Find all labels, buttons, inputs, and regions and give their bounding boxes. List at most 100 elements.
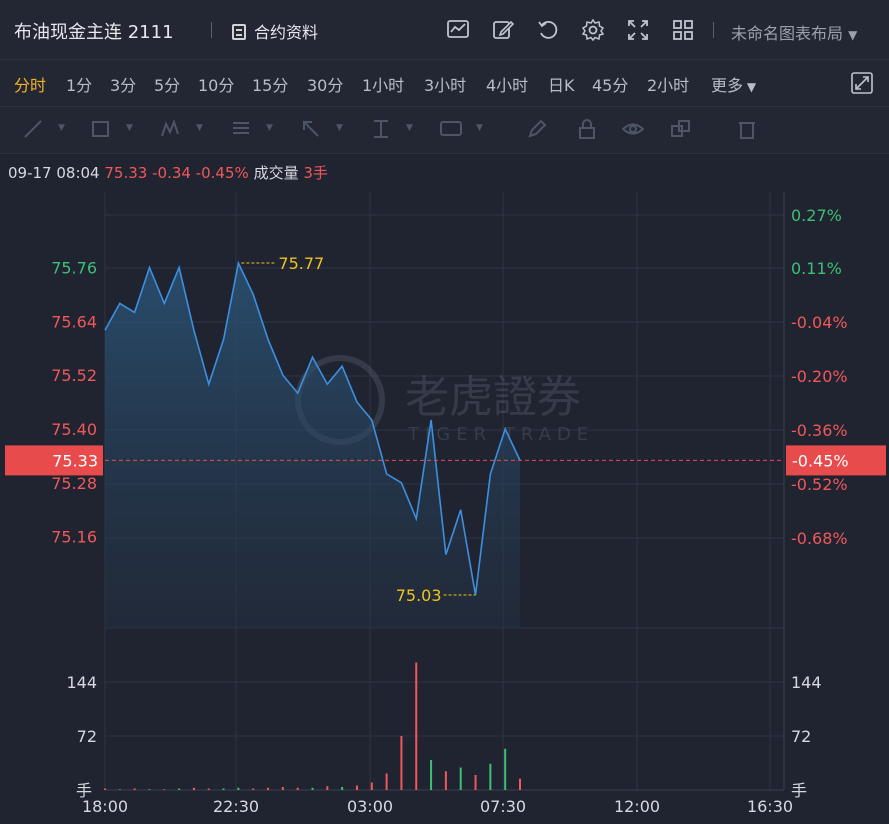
volume-bar (178, 788, 181, 790)
caret-down-icon[interactable]: ▼ (196, 123, 203, 133)
volume-value: 3手 (303, 164, 328, 182)
x-tick: 12:00 (614, 797, 660, 816)
volume-bar (267, 787, 270, 790)
period-tab[interactable]: 2小时 (647, 76, 690, 95)
volume-bar (370, 782, 373, 790)
period-tab[interactable]: 15分 (252, 76, 289, 95)
period-tab[interactable]: 3分 (110, 76, 137, 95)
period-tab[interactable]: 30分 (307, 76, 344, 95)
caret-down-icon[interactable]: ▼ (336, 123, 343, 133)
volume-bar (385, 773, 388, 790)
period-tab[interactable]: 更多 ▼ (711, 76, 757, 95)
watermark-en: TIGER TRADE (407, 424, 594, 445)
pencil-icon[interactable] (526, 118, 548, 140)
volume-bar (104, 788, 106, 790)
text-label-icon[interactable] (440, 118, 462, 140)
x-tick: 07:30 (480, 797, 526, 816)
volume-bar (311, 787, 314, 790)
caret-down-icon[interactable]: ▼ (406, 123, 413, 133)
y-tick-right: 0.27% (791, 206, 842, 225)
y-tick-right: -0.68% (791, 529, 848, 548)
expand-icon[interactable] (851, 72, 873, 94)
period-tab[interactable]: 日K (548, 76, 575, 95)
top-bar (0, 0, 889, 60)
period-tab[interactable]: 10分 (198, 76, 235, 95)
x-tick: 03:00 (347, 797, 393, 816)
y-tick-right: 0.11% (791, 259, 842, 278)
caret-down-icon[interactable]: ▼ (126, 123, 133, 133)
fib-icon[interactable] (230, 118, 252, 140)
watermark-cn: 老虎證券 (405, 372, 581, 423)
layers-icon[interactable] (670, 118, 692, 140)
caret-down-icon[interactable]: ▼ (476, 123, 483, 133)
volume-bar (444, 771, 447, 790)
current-pct-label: -0.45% (792, 451, 849, 470)
indicator-icon[interactable] (446, 18, 470, 42)
pattern-icon[interactable] (160, 118, 182, 140)
volume-label: 成交量 (253, 164, 299, 182)
volume-bar (148, 789, 151, 790)
caret-down-icon: ▼ (743, 80, 757, 94)
y-tick-left: 75.52 (51, 366, 97, 385)
price-area (105, 263, 520, 628)
volume-bar (163, 789, 166, 790)
current-price-badge (5, 445, 103, 476)
trash-icon[interactable] (736, 118, 758, 140)
period-tab[interactable]: 5分 (154, 76, 181, 95)
settings-icon[interactable] (581, 18, 605, 42)
quote-datetime: 09-17 08:04 (8, 164, 100, 182)
measure-icon[interactable] (370, 118, 392, 140)
volume-tick-left: 72 (77, 727, 97, 746)
volume-tick-left: 144 (66, 673, 97, 692)
volume-bar (415, 662, 418, 790)
y-tick-left: 75.16 (51, 528, 97, 547)
volume-bar (281, 787, 284, 790)
volume-bar (430, 760, 433, 790)
y-tick-right: -0.36% (791, 421, 848, 440)
lock-icon[interactable] (576, 118, 598, 140)
y-tick-left: 75.40 (51, 420, 97, 439)
eye-icon[interactable] (622, 118, 644, 140)
caret-down-icon[interactable]: ▼ (58, 123, 65, 133)
grid-layout-icon[interactable] (671, 18, 695, 42)
y-tick-right: -0.04% (791, 313, 848, 332)
fullscreen-icon[interactable] (626, 18, 650, 42)
volume-bar (400, 736, 403, 790)
volume-bar (296, 787, 299, 790)
edit-icon[interactable] (491, 18, 515, 42)
y-tick-right: -0.20% (791, 367, 848, 386)
instrument-title[interactable]: 布油现金主连 2111 (14, 22, 174, 43)
period-tab[interactable]: 4小时 (486, 76, 529, 95)
volume-tick-right: 72 (791, 727, 811, 746)
period-tab[interactable]: 1分 (66, 76, 93, 95)
period-tab[interactable]: 45分 (592, 76, 629, 95)
current-pct-badge (786, 445, 886, 476)
y-tick-left: 75.76 (51, 258, 97, 277)
rectangle-icon[interactable] (90, 118, 112, 140)
current-price-label: 75.33 (52, 451, 98, 470)
undo-icon[interactable] (536, 18, 560, 42)
contract-info-button[interactable]: 合约资料 (232, 19, 318, 43)
caret-down-icon[interactable]: ▼ (266, 123, 273, 133)
volume-unit-left: 手 (76, 781, 92, 800)
volume-bar (222, 788, 225, 790)
trendline-icon[interactable] (22, 118, 44, 140)
volume-bar (459, 767, 462, 790)
volume-bar (326, 786, 329, 790)
quote-price: 75.33 (104, 164, 148, 182)
period-tab[interactable]: 1小时 (362, 76, 405, 95)
quote-change-pct: -0.45% (195, 164, 249, 182)
volume-bar (192, 787, 195, 790)
y-tick-left: 75.64 (51, 312, 97, 331)
layout-selector[interactable]: 未命名图表布局 ▼ (731, 24, 858, 43)
volume-bar (252, 788, 255, 790)
arrow-icon[interactable] (300, 118, 322, 140)
period-tab[interactable]: 分时 (14, 76, 47, 95)
x-tick: 22:30 (213, 797, 259, 816)
volume-unit-right: 手 (791, 781, 807, 800)
period-tab[interactable]: 3小时 (424, 76, 467, 95)
quote-change: -0.34 (152, 164, 191, 182)
volume-bar (237, 787, 240, 790)
price-line (104, 260, 521, 596)
